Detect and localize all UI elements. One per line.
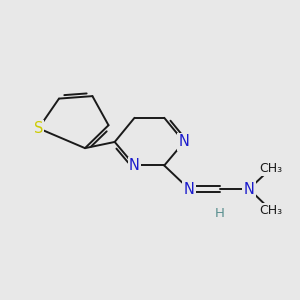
Text: CH₃: CH₃	[259, 162, 282, 175]
Text: N: N	[129, 158, 140, 173]
Text: H: H	[215, 207, 225, 220]
Text: N: N	[178, 134, 190, 149]
Text: N: N	[244, 182, 254, 196]
Text: S: S	[34, 121, 43, 136]
Text: CH₃: CH₃	[259, 204, 282, 217]
Text: N: N	[184, 182, 194, 196]
